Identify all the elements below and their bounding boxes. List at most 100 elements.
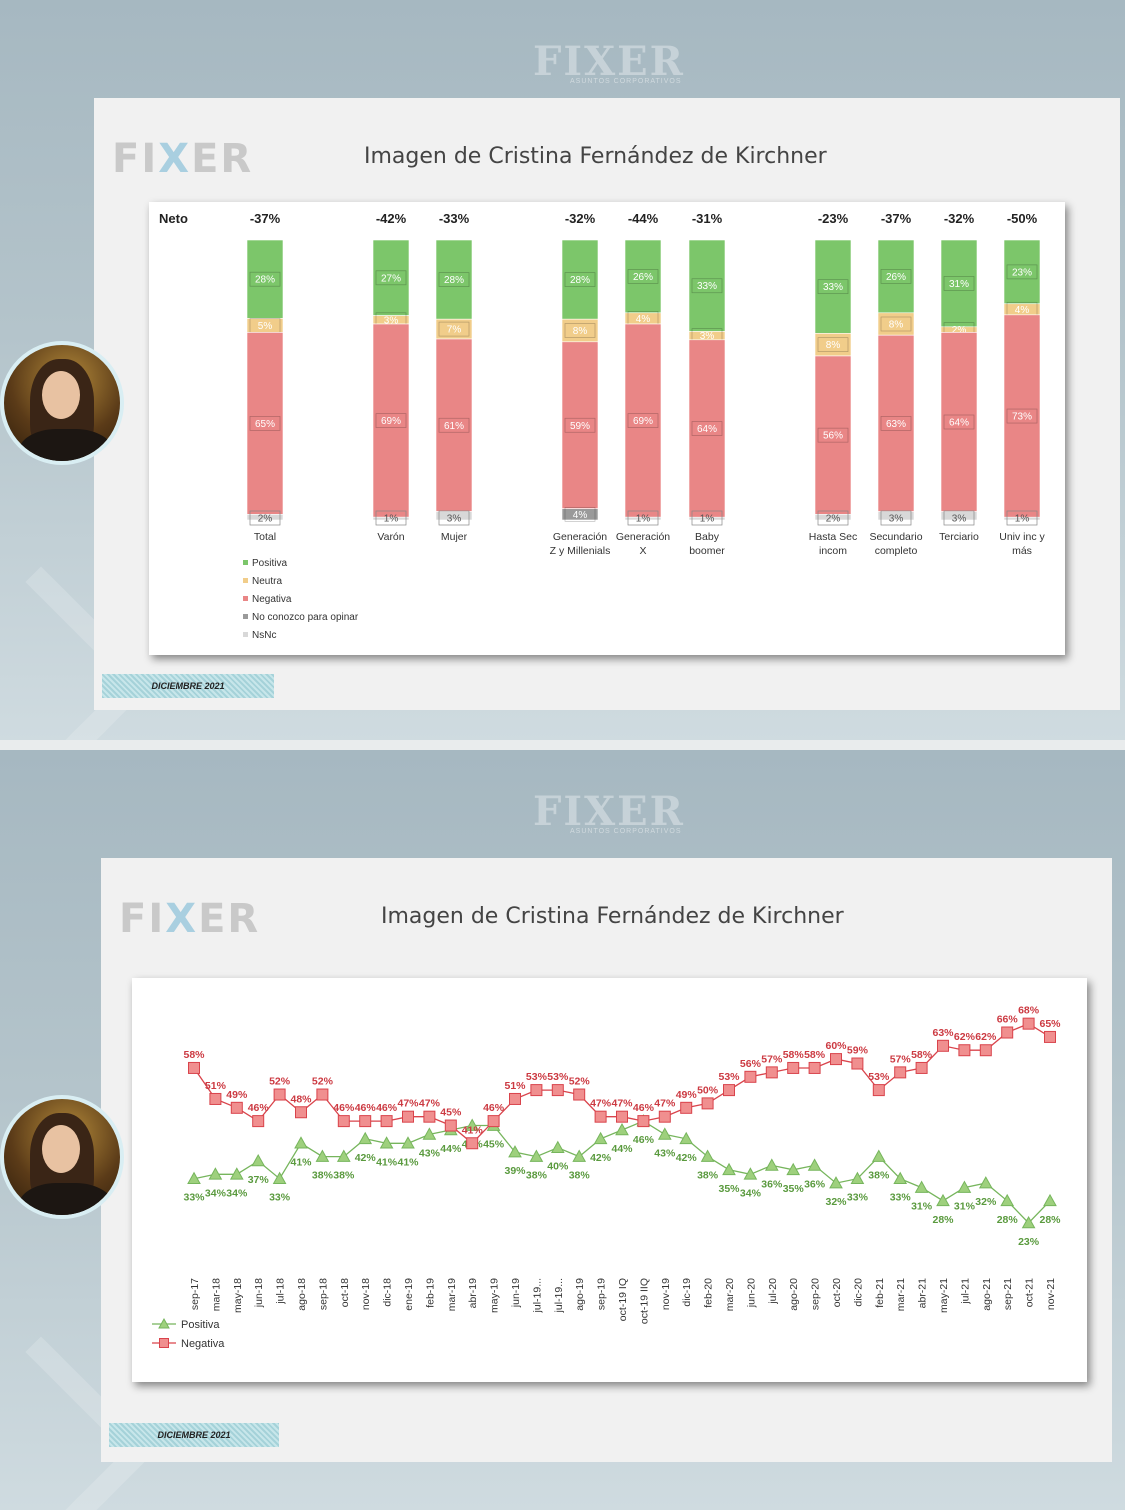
x-tick-label: sep-20 (810, 1278, 822, 1310)
data-label-box (438, 510, 470, 526)
data-label-box (249, 510, 281, 526)
data-label-box (375, 413, 407, 428)
category-label: Generación (553, 531, 607, 543)
x-tick-label: jun-20 (745, 1278, 757, 1308)
x-tick-label: sep-17 (189, 1278, 201, 1310)
x-tick-label: nov-18 (360, 1278, 372, 1310)
negativa-data-label: 53% (526, 1071, 548, 1083)
negativa-data-label: 53% (547, 1071, 569, 1083)
category-label: X (639, 545, 646, 557)
positiva-data-label: 39% (504, 1165, 526, 1177)
negativa-point (230, 1101, 243, 1114)
negativa-point (787, 1061, 800, 1074)
positiva-point (422, 1127, 437, 1140)
neto-value: -23% (818, 211, 849, 226)
positiva-data-label: 42% (355, 1152, 377, 1164)
positiva-point (914, 1180, 929, 1193)
positiva-data-label: 34% (740, 1187, 762, 1199)
x-tick-label: ene-19 (403, 1278, 415, 1311)
negativa-point (808, 1061, 821, 1074)
negativa-data-label: 46% (483, 1102, 505, 1114)
negativa-point (701, 1097, 714, 1110)
x-tick-label: feb-19 (424, 1278, 436, 1308)
category-label: Generación (616, 531, 670, 543)
positiva-data-label: 44% (440, 1143, 462, 1155)
data-label: 5% (258, 321, 273, 332)
positiva-point (208, 1167, 223, 1180)
data-label-box (1006, 510, 1038, 526)
negativa-data-label: 53% (868, 1071, 890, 1083)
positiva-data-label: 34% (205, 1187, 227, 1199)
neto-value: -50% (1007, 211, 1038, 226)
data-label: 4% (1015, 305, 1030, 316)
x-tick-label: jul-20 (767, 1278, 779, 1305)
data-label-box (691, 510, 723, 526)
data-label-box (375, 270, 407, 286)
positiva-point (657, 1127, 672, 1140)
negativa-point (573, 1088, 586, 1101)
data-label: 31% (949, 279, 969, 290)
neto-value: -32% (944, 211, 975, 226)
category-label: Univ inc y (999, 531, 1045, 543)
positiva-data-label: 32% (825, 1196, 847, 1208)
negativa-point (1022, 1017, 1035, 1030)
negativa-data-label: 46% (333, 1102, 355, 1114)
positiva-data-label: 28% (997, 1214, 1019, 1226)
x-tick-label: may-18 (232, 1278, 244, 1313)
legend-label: No conozco para opinar (252, 612, 359, 623)
negativa-point (359, 1115, 372, 1128)
panel-2: FIXER ASUNTOS CORPORATIVOS FIXER Imagen … (0, 750, 1125, 1510)
positiva-data-label: 31% (911, 1201, 933, 1213)
positiva-data-label: 28% (932, 1214, 954, 1226)
bar-segment (435, 338, 473, 512)
negativa-data-label: 46% (248, 1102, 270, 1114)
bar-segment (372, 516, 410, 521)
data-label: 3% (447, 514, 462, 525)
positiva-point (743, 1167, 758, 1180)
negativa-point (509, 1092, 521, 1105)
legend-label: Negativa (252, 594, 292, 605)
positiva-data-label: 41% (376, 1156, 398, 1168)
watermark-logo: FIXER (533, 38, 685, 85)
positiva-point (679, 1131, 694, 1145)
negativa-point (915, 1061, 928, 1074)
positiva-point (272, 1171, 287, 1184)
positiva-point (615, 1122, 629, 1136)
data-label: 33% (823, 282, 843, 293)
bar-segment (435, 239, 473, 320)
negativa-data-label: 47% (590, 1098, 612, 1110)
data-label-box (1006, 408, 1038, 424)
bar-segment (1003, 516, 1041, 521)
data-label-box (627, 510, 659, 526)
x-tick-label: jun-19 (510, 1278, 522, 1308)
data-label-box (438, 321, 470, 337)
negativa-data-label: 57% (890, 1053, 912, 1065)
negativa-data-label: 52% (569, 1076, 591, 1088)
positiva-point (251, 1153, 266, 1167)
date-tag: DICIEMBRE 2021 (102, 674, 274, 698)
bar-segment (877, 511, 915, 521)
data-label: 1% (700, 514, 715, 525)
negativa-point (872, 1084, 885, 1097)
positiva-data-label: 31% (954, 1201, 976, 1213)
positiva-point (871, 1149, 886, 1162)
positiva-point (957, 1180, 972, 1193)
data-label-box (880, 269, 912, 284)
negativa-data-label: 60% (825, 1040, 847, 1052)
positiva-data-label: 34% (226, 1187, 248, 1199)
positiva-data-label: 38% (333, 1170, 355, 1182)
negativa-data-label: 58% (911, 1049, 933, 1061)
positiva-data-label: 38% (569, 1170, 591, 1182)
category-label: completo (875, 545, 918, 557)
positiva-point (764, 1158, 779, 1171)
x-tick-label: jun-18 (253, 1278, 265, 1308)
positiva-data-label: 33% (183, 1192, 205, 1204)
positiva-data-label: 33% (269, 1192, 291, 1204)
x-tick-label: abr-19 (467, 1278, 479, 1309)
data-label: 33% (697, 281, 717, 292)
x-tick-label: oct-19 IQ (617, 1278, 629, 1321)
positiva-point (358, 1131, 373, 1145)
bar-segment (940, 511, 978, 521)
x-tick-label: oct-19 IIQ (638, 1278, 650, 1324)
slide-1: FIXER Imagen de Cristina Fernández de Ki… (94, 98, 1120, 710)
